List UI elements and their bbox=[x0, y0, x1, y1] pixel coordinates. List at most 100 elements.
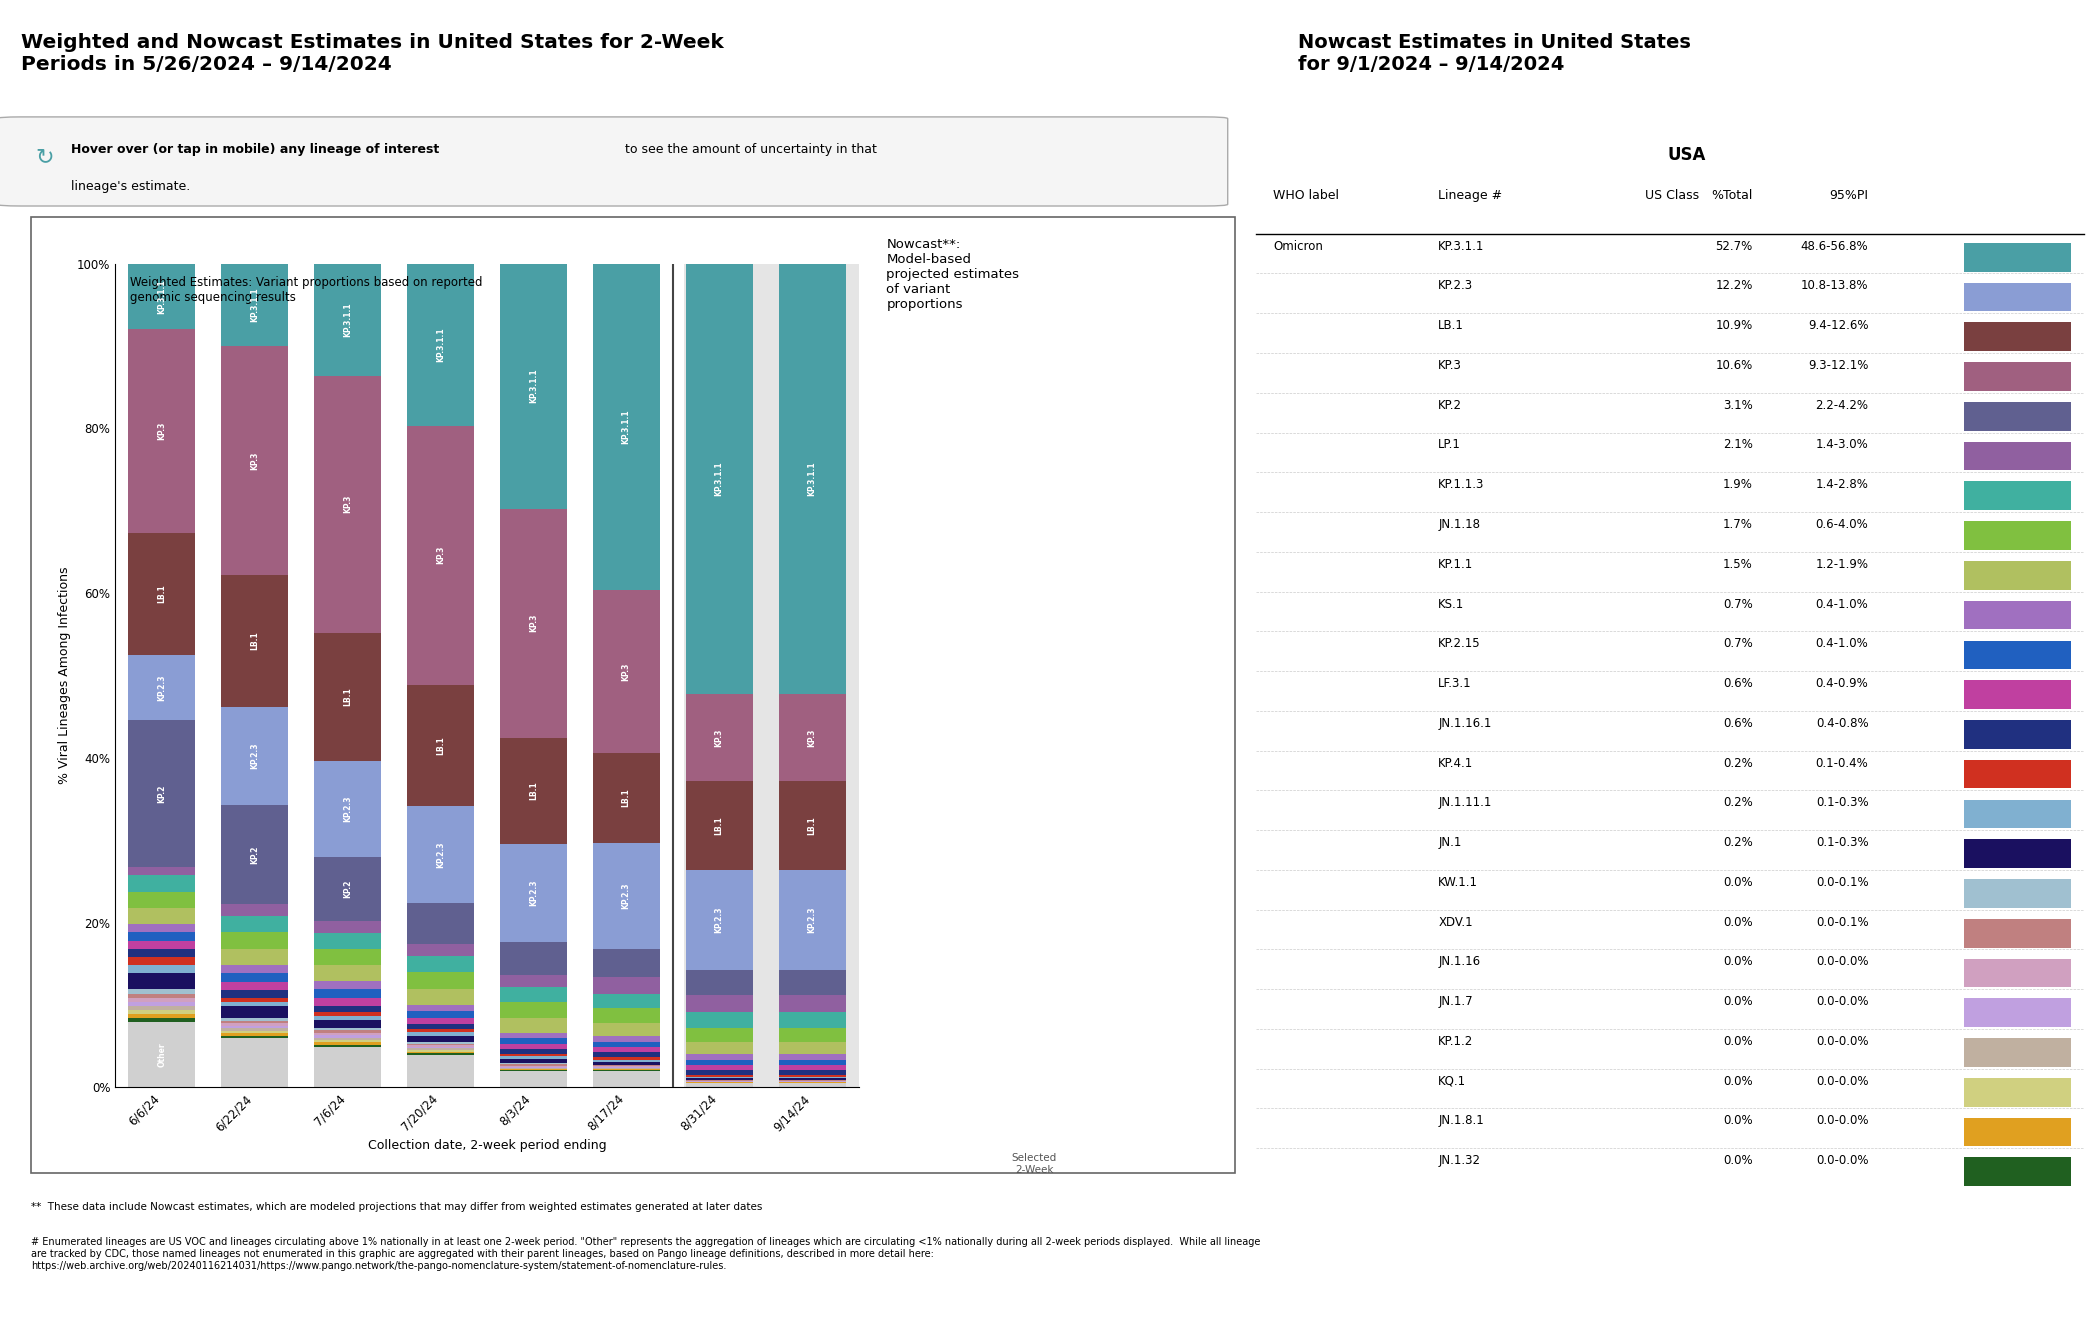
Text: KP.3.1.1: KP.3.1.1 bbox=[622, 410, 630, 444]
Text: JN.1.16.1: JN.1.16.1 bbox=[1439, 717, 1491, 730]
Bar bbox=[314, 949, 381, 965]
Bar bbox=[1964, 958, 2071, 987]
Text: 0.2%: 0.2% bbox=[1723, 836, 1753, 849]
Bar bbox=[1964, 323, 2071, 351]
Bar bbox=[685, 695, 752, 780]
Bar bbox=[406, 1044, 473, 1045]
Bar bbox=[500, 1054, 567, 1056]
Bar bbox=[314, 1037, 381, 1040]
Bar bbox=[500, 1062, 567, 1065]
Text: Weighted Estimates: Variant proportions based on reported
genomic sequencing res: Weighted Estimates: Variant proportions … bbox=[130, 275, 482, 304]
Bar bbox=[222, 1006, 289, 1019]
Bar bbox=[314, 1016, 381, 1020]
Bar bbox=[406, 264, 473, 426]
Text: 0.2%: 0.2% bbox=[1723, 757, 1753, 770]
Text: KP.3.1.1: KP.3.1.1 bbox=[249, 287, 260, 322]
Bar bbox=[222, 1031, 289, 1033]
Text: 12.2%: 12.2% bbox=[1715, 279, 1753, 293]
Bar bbox=[500, 1072, 567, 1087]
Bar bbox=[406, 1017, 473, 1024]
Bar bbox=[406, 426, 473, 685]
Text: 0.1-0.4%: 0.1-0.4% bbox=[1815, 757, 1868, 770]
Bar bbox=[314, 1040, 381, 1043]
Text: KP.1.1.3: KP.1.1.3 bbox=[1439, 478, 1485, 492]
Bar bbox=[1964, 641, 2071, 670]
Bar bbox=[1964, 561, 2071, 589]
Bar bbox=[222, 264, 289, 345]
Bar bbox=[500, 738, 567, 844]
Bar bbox=[128, 1021, 195, 1087]
Bar bbox=[1964, 243, 2071, 272]
Bar bbox=[500, 1056, 567, 1058]
Text: 0.4-0.8%: 0.4-0.8% bbox=[1815, 717, 1868, 730]
Bar bbox=[1964, 999, 2071, 1027]
Text: KP.3.1.1: KP.3.1.1 bbox=[1439, 240, 1485, 253]
Bar bbox=[406, 1024, 473, 1029]
Text: KP.3: KP.3 bbox=[530, 614, 538, 633]
Bar bbox=[406, 973, 473, 988]
Bar bbox=[222, 965, 289, 973]
Bar bbox=[1964, 720, 2071, 749]
Text: 0.0%: 0.0% bbox=[1723, 876, 1753, 888]
Text: Selected
2-Week: Selected 2-Week bbox=[1011, 1153, 1057, 1174]
Text: KP.2.3: KP.2.3 bbox=[1439, 279, 1474, 293]
Bar bbox=[685, 1028, 752, 1041]
Bar bbox=[314, 998, 381, 1006]
Bar bbox=[128, 994, 195, 998]
Text: KP.3: KP.3 bbox=[622, 662, 630, 680]
Text: KP.2.3: KP.2.3 bbox=[157, 675, 165, 701]
Text: KP.2.3: KP.2.3 bbox=[436, 842, 444, 869]
Text: 0.4-1.0%: 0.4-1.0% bbox=[1815, 638, 1868, 650]
Text: 9.4-12.6%: 9.4-12.6% bbox=[1807, 319, 1868, 332]
Bar bbox=[314, 633, 381, 760]
Text: 10.9%: 10.9% bbox=[1715, 319, 1753, 332]
Bar bbox=[593, 1060, 660, 1062]
Text: 1.2-1.9%: 1.2-1.9% bbox=[1815, 558, 1868, 571]
Text: 0.0%: 0.0% bbox=[1723, 1074, 1753, 1087]
Bar bbox=[222, 706, 289, 805]
Text: KP.3: KP.3 bbox=[436, 546, 444, 564]
Bar bbox=[222, 982, 289, 990]
Bar bbox=[222, 1033, 289, 1036]
Text: KP.2.3: KP.2.3 bbox=[249, 742, 260, 770]
Bar bbox=[1964, 521, 2071, 550]
Text: 0.1-0.3%: 0.1-0.3% bbox=[1815, 836, 1868, 849]
Bar bbox=[1964, 840, 2071, 869]
Bar bbox=[593, 264, 660, 590]
Text: **  These data include Nowcast estimates, which are modeled projections that may: ** These data include Nowcast estimates,… bbox=[31, 1202, 762, 1211]
Text: 0.0%: 0.0% bbox=[1723, 1155, 1753, 1168]
Text: 2.2-4.2%: 2.2-4.2% bbox=[1815, 399, 1868, 411]
Bar bbox=[685, 995, 752, 1012]
Text: WHO label: WHO label bbox=[1273, 188, 1338, 202]
Bar bbox=[128, 973, 195, 990]
Bar bbox=[500, 1017, 567, 1032]
Bar bbox=[128, 924, 195, 932]
Bar bbox=[685, 870, 752, 970]
Text: 48.6-56.8%: 48.6-56.8% bbox=[1801, 240, 1868, 253]
Text: 0.0%: 0.0% bbox=[1723, 916, 1753, 929]
Text: KP.3: KP.3 bbox=[249, 451, 260, 469]
Bar bbox=[779, 1070, 846, 1075]
Bar bbox=[779, 970, 846, 995]
Bar bbox=[222, 805, 289, 904]
Bar bbox=[500, 987, 567, 1002]
Text: KQ.1: KQ.1 bbox=[1439, 1074, 1466, 1087]
Bar bbox=[128, 655, 195, 721]
Bar bbox=[1964, 680, 2071, 709]
Text: KP.1.1: KP.1.1 bbox=[1439, 558, 1474, 571]
Bar bbox=[593, 753, 660, 842]
Bar bbox=[500, 264, 567, 509]
Text: 0.0-0.0%: 0.0-0.0% bbox=[1815, 956, 1868, 969]
Text: KP.2: KP.2 bbox=[249, 845, 260, 863]
Text: KP.3.1.1: KP.3.1.1 bbox=[530, 369, 538, 403]
Text: lineage's estimate.: lineage's estimate. bbox=[71, 181, 191, 194]
Bar bbox=[779, 1012, 846, 1028]
Bar bbox=[500, 1039, 567, 1044]
Text: JN.1.11.1: JN.1.11.1 bbox=[1439, 796, 1491, 809]
Bar bbox=[314, 965, 381, 982]
Bar bbox=[314, 1045, 381, 1048]
Bar bbox=[593, 1072, 660, 1087]
Bar bbox=[314, 1043, 381, 1045]
Text: 1.7%: 1.7% bbox=[1723, 518, 1753, 531]
Text: 2.1%: 2.1% bbox=[1723, 439, 1753, 452]
